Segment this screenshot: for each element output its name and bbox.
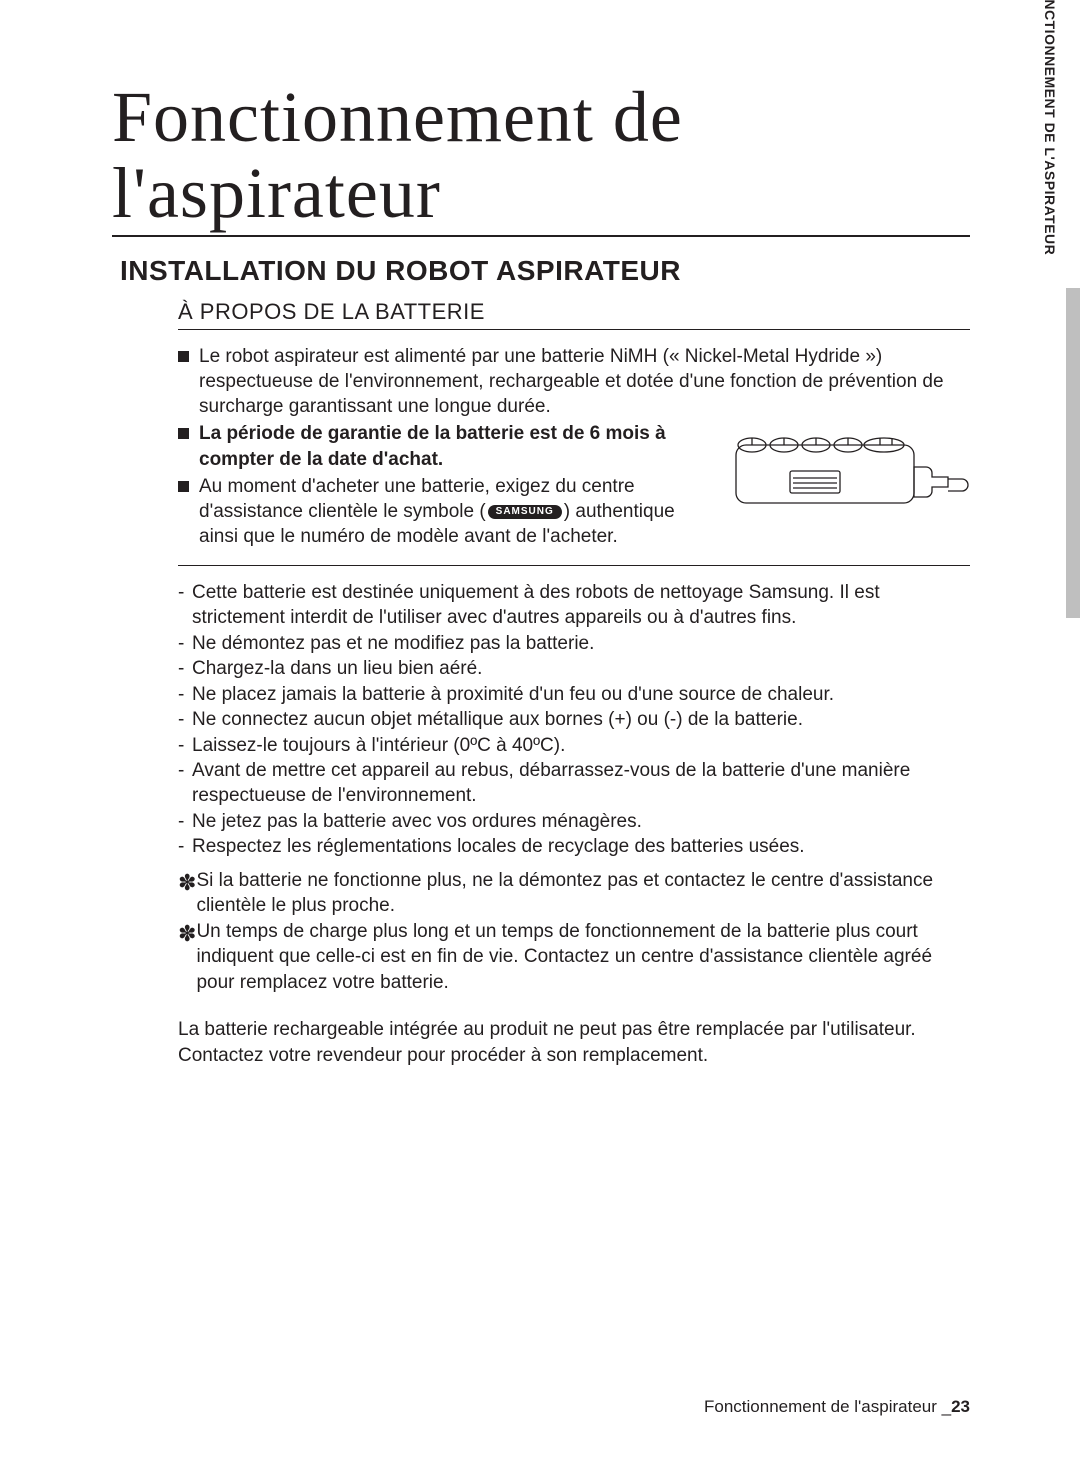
bullet-item: Au moment d'acheter une batterie, exigez… (178, 474, 706, 549)
dash-text: Ne démontez pas et ne modifiez pas la ba… (192, 631, 970, 656)
dash-text: Chargez-la dans un lieu bien aéré. (192, 656, 970, 681)
page-footer: Fonctionnement de l'aspirateur _23 (704, 1397, 970, 1417)
bullet-text: Au moment d'acheter une batterie, exigez… (199, 474, 706, 549)
dash-icon: - (178, 580, 192, 631)
bullet-text-bold: La période de garantie de la batterie es… (199, 421, 706, 471)
square-bullet-icon (178, 428, 189, 439)
samsung-badge-icon: SAMSUNG (488, 505, 562, 519)
list-item: -Chargez-la dans un lieu bien aéré. (178, 656, 970, 681)
asterisk-text: Si la batterie ne fonctionne plus, ne la… (196, 868, 970, 919)
dash-text: Ne placez jamais la batterie à proximité… (192, 682, 970, 707)
dash-text: Avant de mettre cet appareil au rebus, d… (192, 758, 970, 809)
list-item: ✽Si la batterie ne fonctionne plus, ne l… (178, 868, 970, 919)
side-tab-bar (1066, 288, 1080, 618)
dash-icon: - (178, 682, 192, 707)
chapter-title: Fonctionnement de l'aspirateur (112, 80, 970, 237)
dash-text: Ne connectez aucun objet métallique aux … (192, 707, 970, 732)
dash-text: Ne jetez pas la batterie avec vos ordure… (192, 809, 970, 834)
dash-icon: - (178, 809, 192, 834)
dash-text: Cette batterie est destinée uniquement à… (192, 580, 970, 631)
subsection-heading: À PROPOS DE LA BATTERIE (178, 299, 970, 330)
dash-text: Respectez les réglementations locales de… (192, 834, 970, 859)
bullet-text: Le robot aspirateur est alimenté par une… (199, 344, 970, 419)
asterisk-icon: ✽ (178, 868, 196, 919)
dash-icon: - (178, 631, 192, 656)
dash-icon: - (178, 758, 192, 809)
bullet-item: La période de garantie de la batterie es… (178, 421, 706, 471)
bullet-item: Le robot aspirateur est alimenté par une… (178, 344, 970, 419)
side-tab: 03 FONCTIONNEMENT DE L'ASPIRATEUR (1052, 288, 1080, 618)
list-item: -Ne démontez pas et ne modifiez pas la b… (178, 631, 970, 656)
dash-text: Laissez-le toujours à l'intérieur (0ºC à… (192, 733, 970, 758)
bullets-with-illustration: La période de garantie de la batterie es… (178, 421, 970, 550)
list-item: -Ne placez jamais la batterie à proximit… (178, 682, 970, 707)
divider (178, 565, 970, 566)
dash-icon: - (178, 707, 192, 732)
asterisk-list: ✽Si la batterie ne fonctionne plus, ne l… (178, 868, 970, 995)
list-item: -Ne jetez pas la batterie avec vos ordur… (178, 809, 970, 834)
list-item: -Cette batterie est destinée uniquement … (178, 580, 970, 631)
dash-icon: - (178, 834, 192, 859)
dash-icon: - (178, 656, 192, 681)
side-tab-label: 03 FONCTIONNEMENT DE L'ASPIRATEUR (1042, 0, 1058, 288)
square-bullet-icon (178, 481, 189, 492)
asterisk-text: Un temps de charge plus long et un temps… (196, 919, 970, 995)
square-bullet-icon (178, 351, 189, 362)
manual-page: Fonctionnement de l'aspirateur INSTALLAT… (0, 0, 1080, 1473)
dash-icon: - (178, 733, 192, 758)
list-item: -Respectez les réglementations locales d… (178, 834, 970, 859)
final-paragraph: La batterie rechargeable intégrée au pro… (178, 1017, 970, 1068)
list-item: ✽Un temps de charge plus long et un temp… (178, 919, 970, 995)
list-item: -Laissez-le toujours à l'intérieur (0ºC … (178, 733, 970, 758)
intro-bullets: Le robot aspirateur est alimenté par une… (178, 344, 970, 551)
asterisk-icon: ✽ (178, 919, 196, 995)
page-number: 23 (951, 1397, 970, 1416)
dash-list: -Cette batterie est destinée uniquement … (178, 580, 970, 860)
footer-text: Fonctionnement de l'aspirateur _ (704, 1397, 951, 1416)
battery-illustration (730, 427, 970, 524)
list-item: -Ne connectez aucun objet métallique aux… (178, 707, 970, 732)
section-heading: INSTALLATION DU ROBOT ASPIRATEUR (120, 255, 970, 287)
list-item: -Avant de mettre cet appareil au rebus, … (178, 758, 970, 809)
